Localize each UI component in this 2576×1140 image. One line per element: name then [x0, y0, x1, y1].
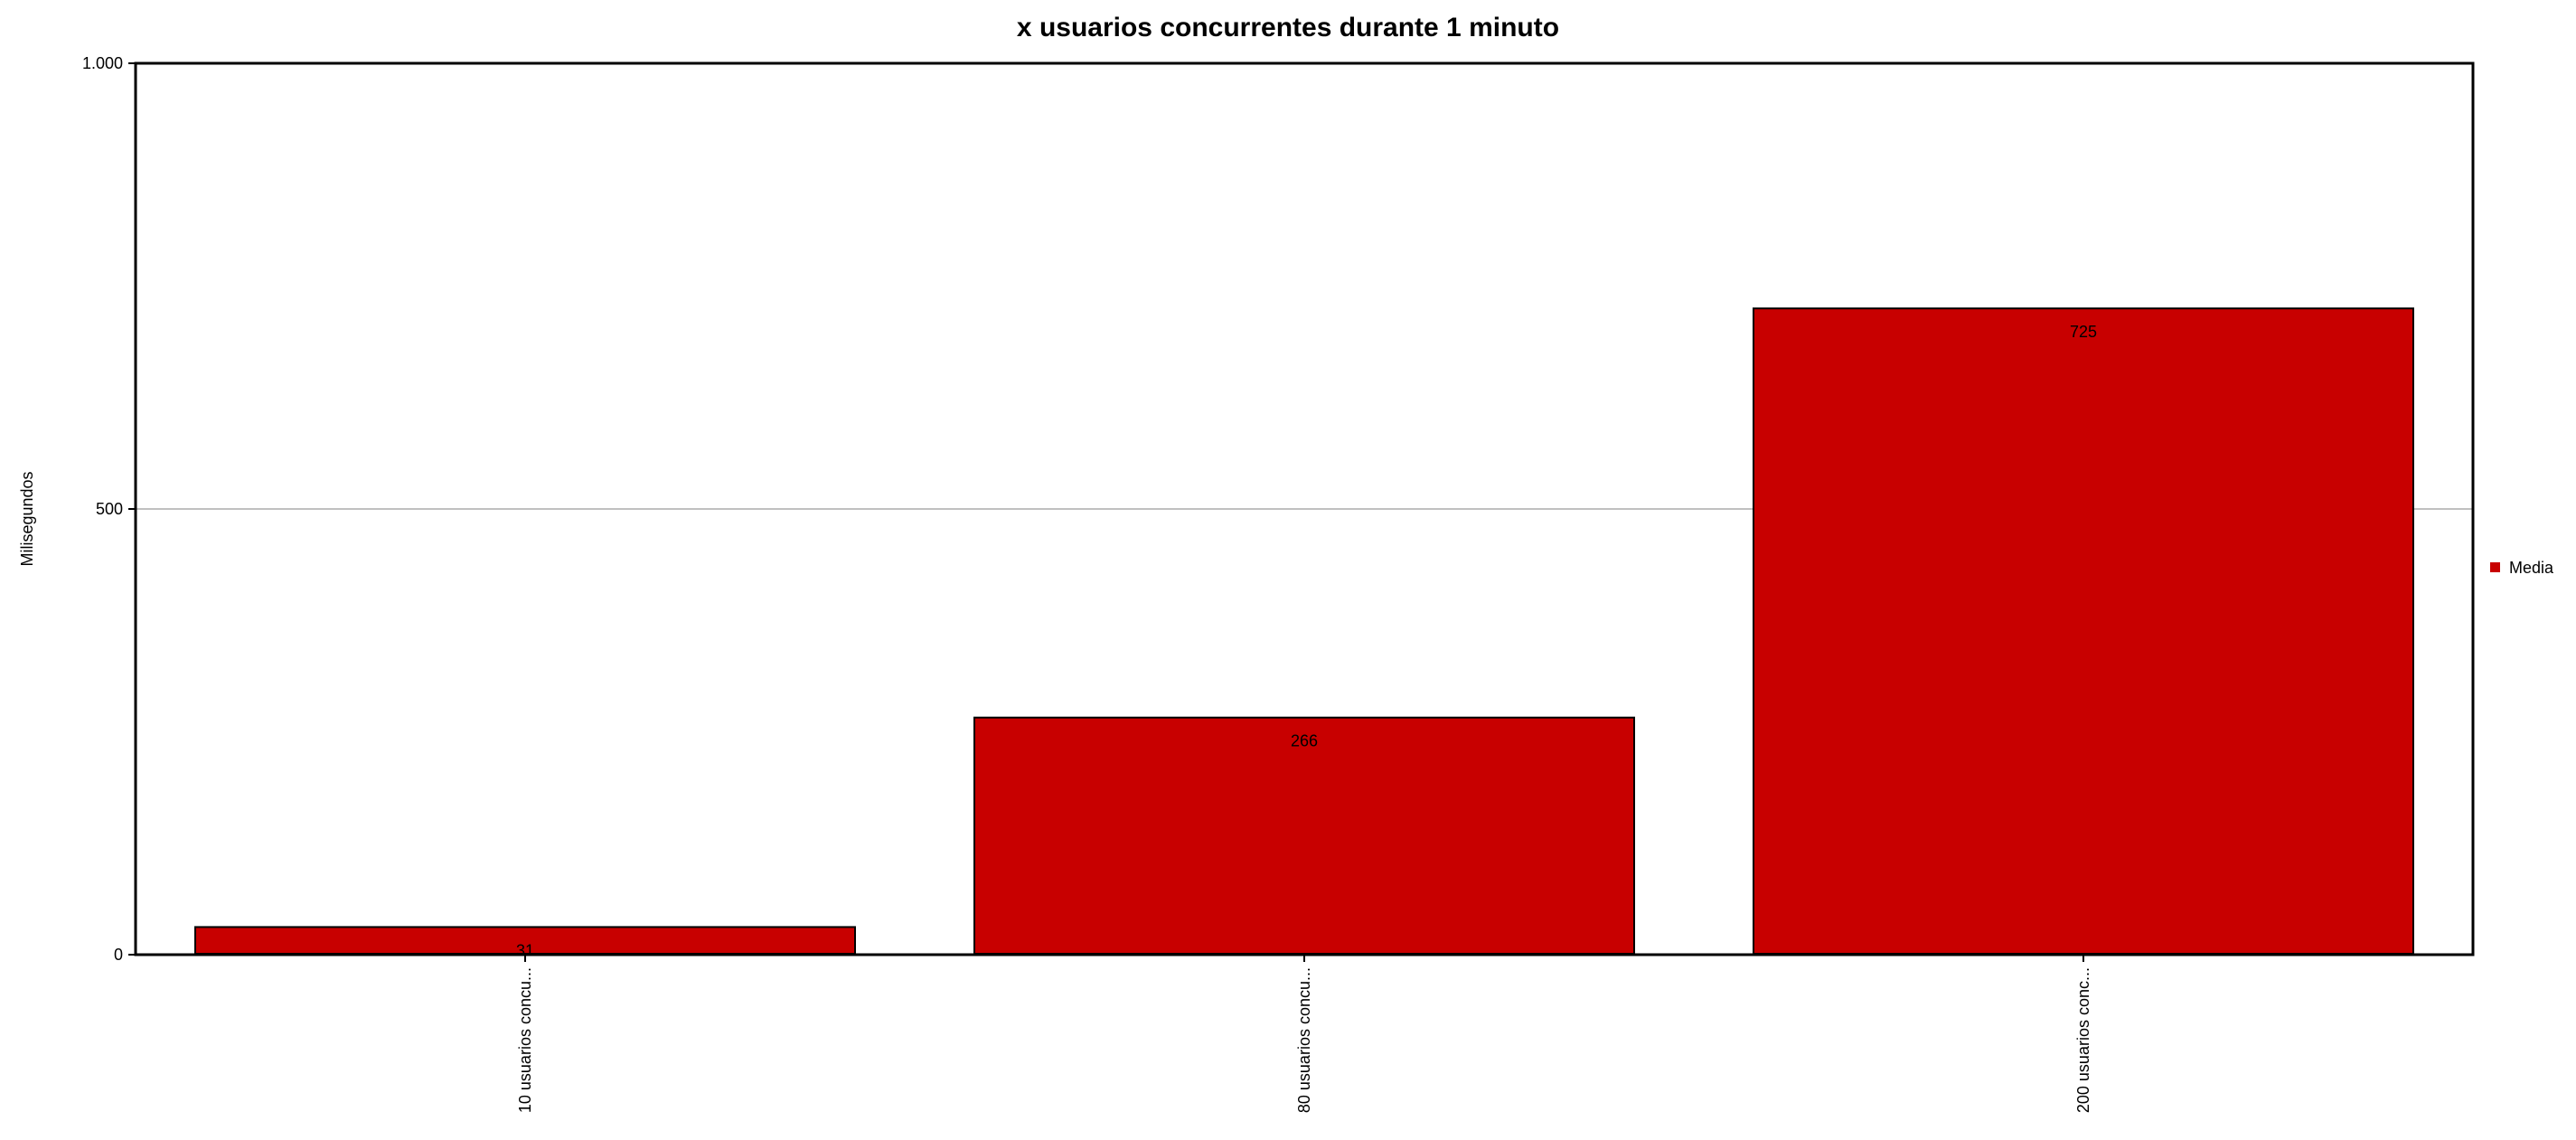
y-tick-label: 1.000 — [82, 54, 123, 72]
plot-area-frame — [134, 61, 2475, 956]
x-axis-ticks: 10 usuarios concu... 80 usuarios concu...… — [516, 955, 2092, 1113]
chart-title: x usuarios concurrentes durante 1 minuto — [1017, 13, 1559, 42]
bar — [973, 716, 1635, 955]
legend-label-media: Media — [2509, 559, 2554, 577]
x-tick-label: 200 usuarios conc... — [2074, 967, 2092, 1113]
y-axis-ticks: 0 500 1.000 — [82, 54, 136, 964]
bars — [194, 307, 2414, 955]
legend-swatch-media — [2490, 562, 2500, 572]
y-axis-label: Milisegundos — [18, 471, 36, 566]
data-label: 725 — [2070, 323, 2097, 341]
legend: Media — [2490, 559, 2554, 577]
x-tick-label: 10 usuarios concu... — [516, 967, 534, 1113]
x-tick-label: 80 usuarios concu... — [1295, 967, 1313, 1113]
data-label: 266 — [1291, 732, 1318, 750]
bar — [1753, 307, 2414, 955]
y-tick-label: 0 — [114, 946, 123, 964]
y-tick-label: 500 — [96, 500, 123, 518]
